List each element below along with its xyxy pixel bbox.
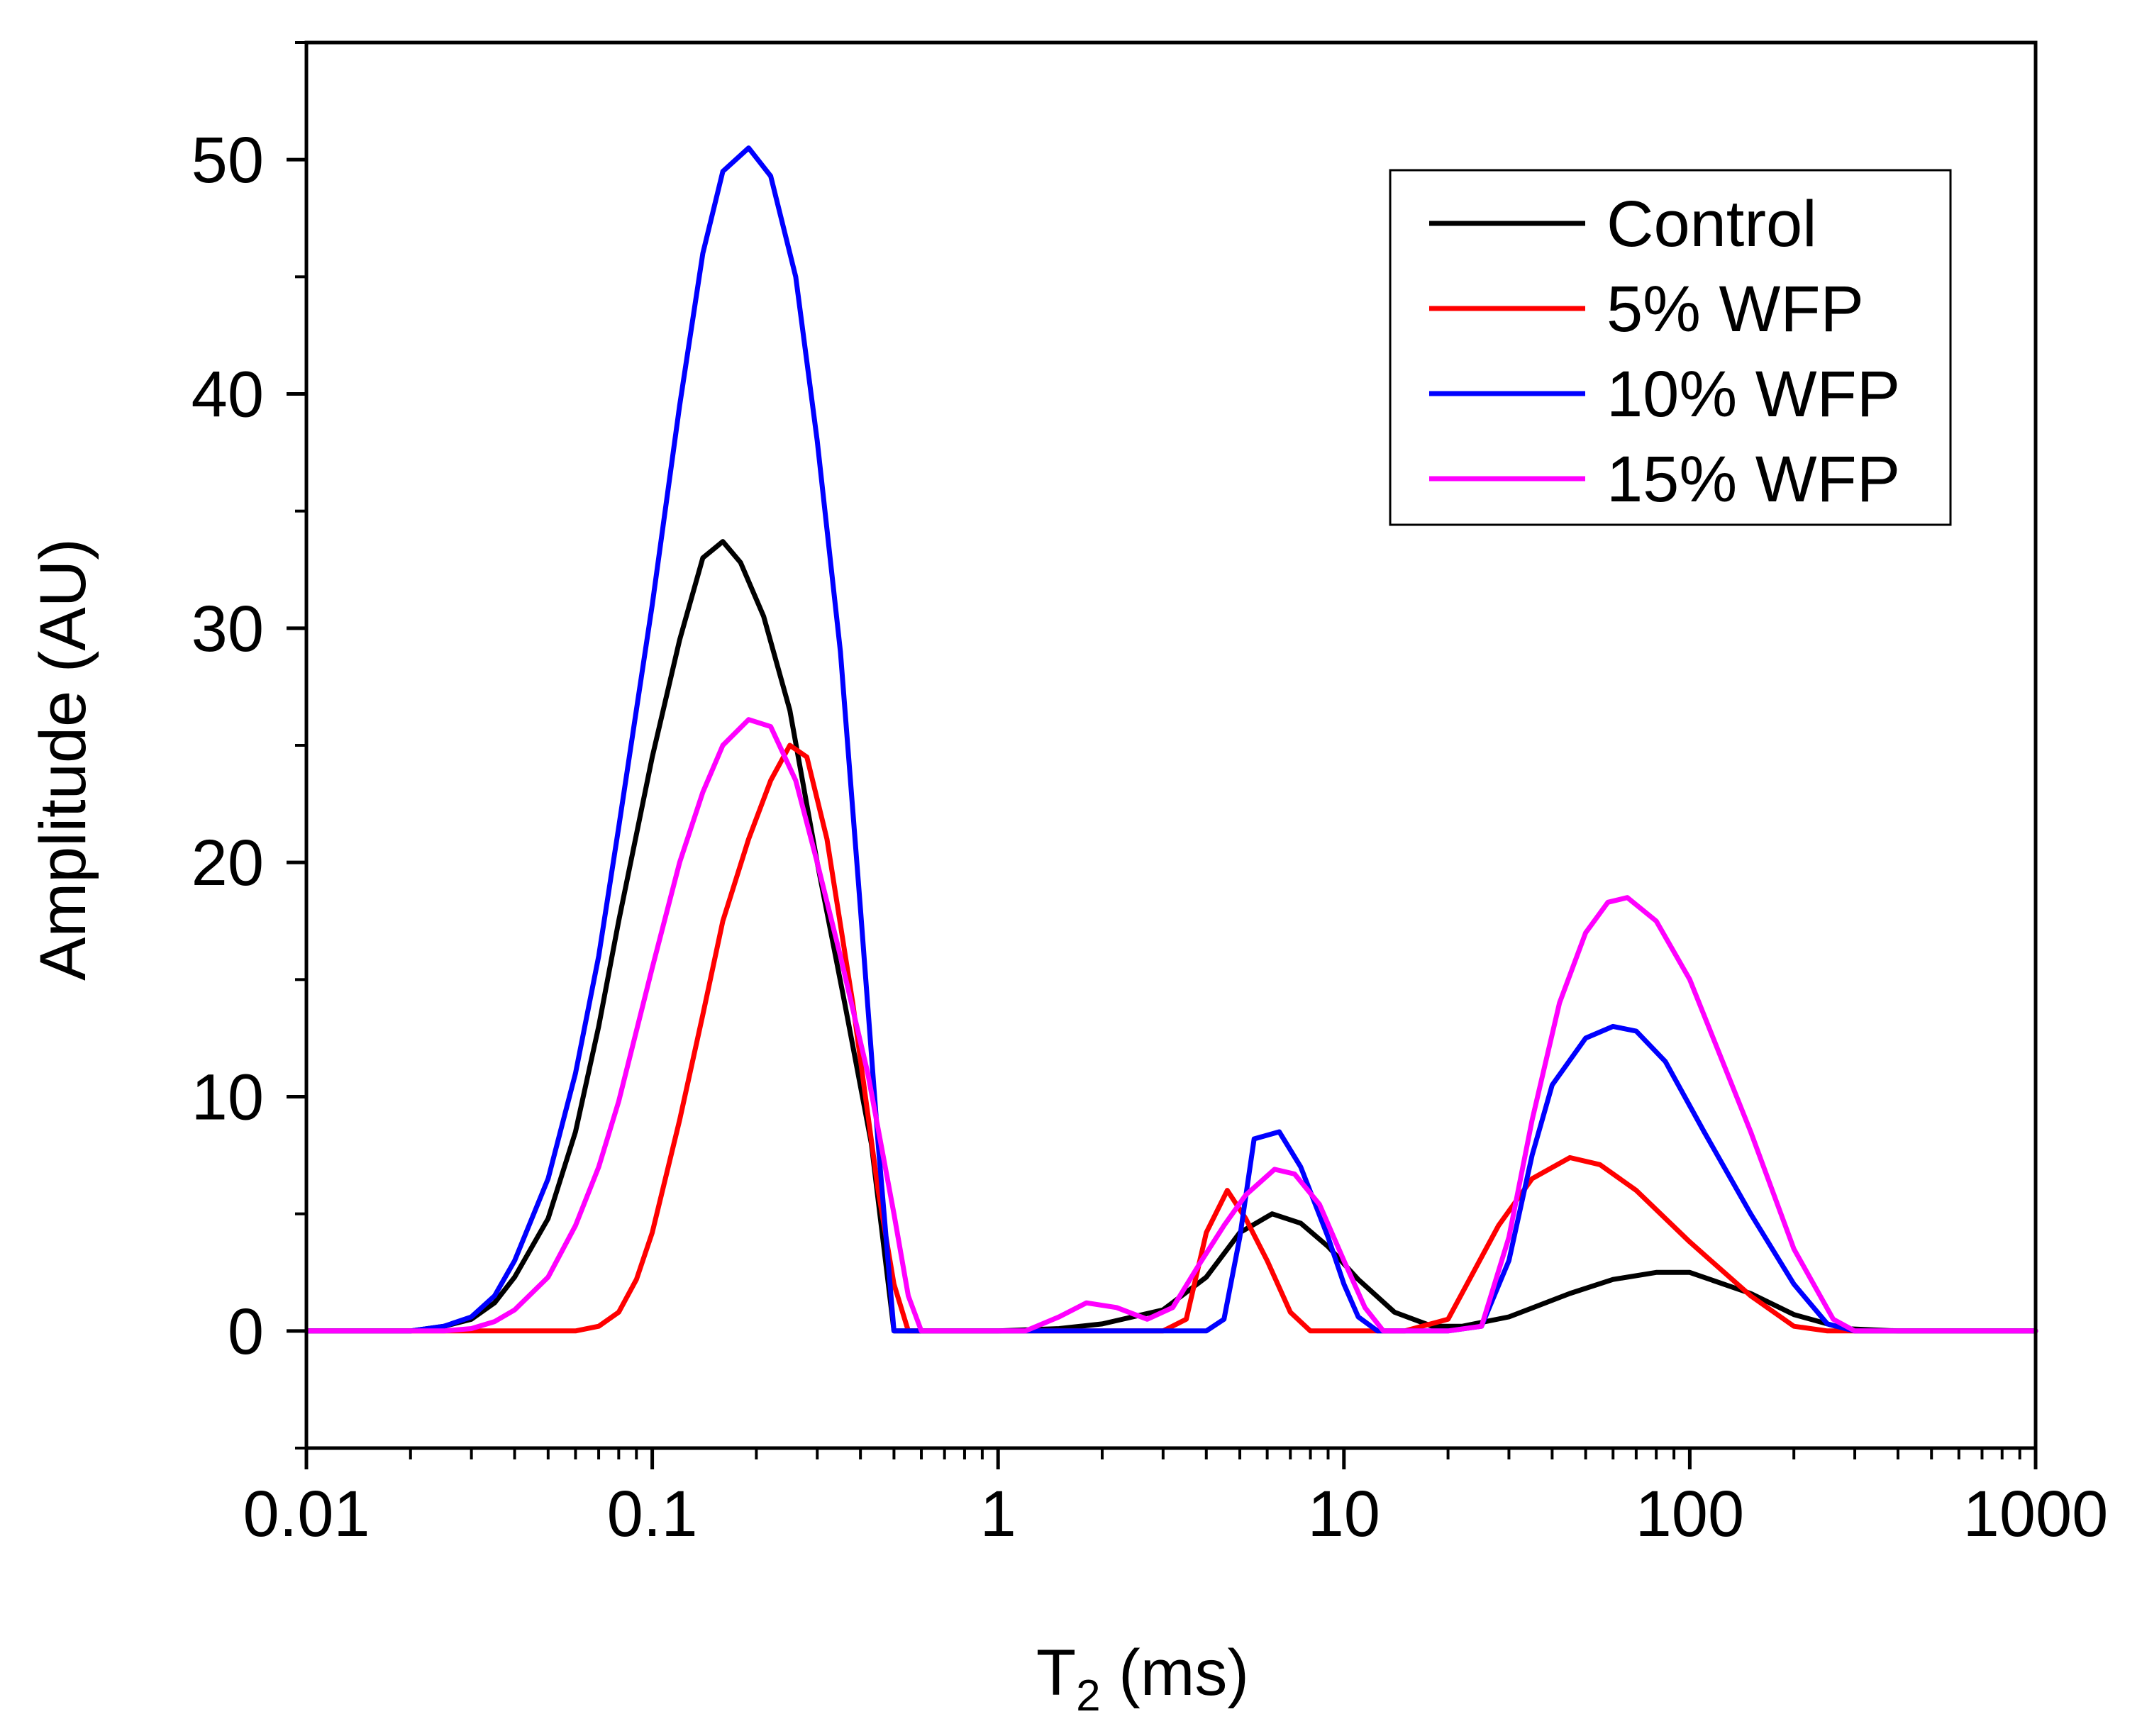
x-tick-label: 0.01: [243, 1478, 370, 1550]
x-tick-label: 0.1: [607, 1478, 698, 1550]
y-tick-label: 50: [192, 124, 264, 196]
x-axis-title-subscript: 2: [1076, 1671, 1100, 1720]
y-axis-ticks: 0 10 20 30 40 50: [192, 41, 306, 1450]
series-line-15-wfp: [304, 717, 2038, 1334]
series-layer: [304, 145, 2038, 1334]
x-axis-title: T2 (ms): [1036, 1637, 1249, 1720]
legend-label: 5% WFP: [1606, 273, 1864, 345]
x-tick-label: 1: [980, 1478, 1016, 1550]
x-tick-label: 10: [1308, 1478, 1380, 1550]
y-tick-label: 40: [192, 359, 264, 431]
y-tick-label: 20: [192, 827, 264, 899]
y-tick-label: 0: [228, 1296, 264, 1368]
x-axis-title-units: (ms): [1101, 1637, 1249, 1709]
legend-label: Control: [1606, 188, 1817, 260]
x-axis-title-main: T: [1036, 1637, 1076, 1709]
x-tick-label: 100: [1636, 1478, 1745, 1550]
y-tick-label: 10: [192, 1062, 264, 1134]
legend-box: [1389, 169, 1952, 526]
legend: Control 5% WFP 10% WFP 15% WFP: [1389, 169, 1952, 526]
series-line-10-wfp: [304, 145, 2038, 1334]
x-tick-label: 1000: [1963, 1478, 2109, 1550]
y-axis-title: Amplitude (AU): [27, 538, 99, 981]
y-tick-label: 30: [192, 593, 264, 665]
legend-label: 10% WFP: [1606, 358, 1900, 430]
legend-label: 15% WFP: [1606, 443, 1900, 516]
x-axis-ticks: 0.01 0.1 1 10 100 1000: [243, 1448, 2108, 1550]
